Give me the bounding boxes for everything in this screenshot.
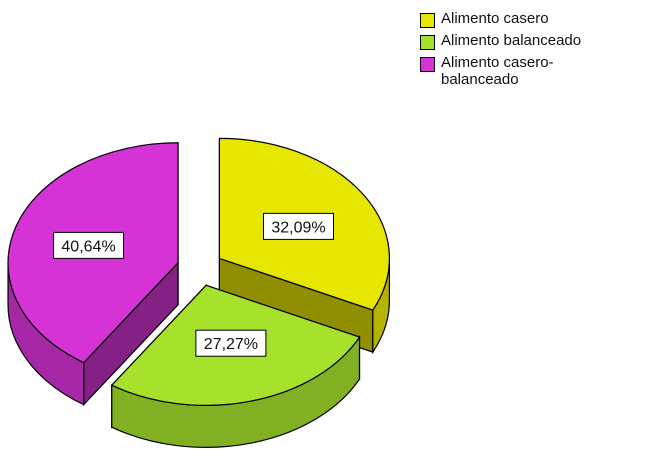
legend: Alimento casero Alimento balanceado Alim… — [420, 10, 611, 92]
data-label-box-balanceado — [195, 329, 267, 357]
data-label-box-casero — [262, 212, 334, 240]
legend-item-casero-balanceado: Alimento casero-balanceado — [420, 54, 611, 88]
data-label-casero-balanceado: 40,64% — [61, 238, 115, 255]
data-label-box-casero-balanceado — [53, 231, 125, 259]
slice-balanceado: 27,27% — [110, 283, 361, 448]
legend-item-balanceado: Alimento balanceado — [420, 32, 611, 50]
legend-label-casero-balanceado: Alimento casero-balanceado — [441, 54, 554, 88]
data-label-casero: 32,09% — [271, 219, 325, 236]
legend-item-casero: Alimento casero — [420, 10, 611, 28]
legend-swatch-balanceado — [420, 35, 435, 50]
data-label-balanceado: 27,27% — [204, 336, 258, 353]
legend-swatch-casero-balanceado — [420, 57, 435, 72]
legend-label-casero: Alimento casero — [441, 10, 549, 27]
slice-casero-balanceado: 40,64% — [7, 142, 179, 407]
legend-label-balanceado: Alimento balanceado — [441, 32, 582, 49]
legend-swatch-casero — [420, 13, 435, 28]
